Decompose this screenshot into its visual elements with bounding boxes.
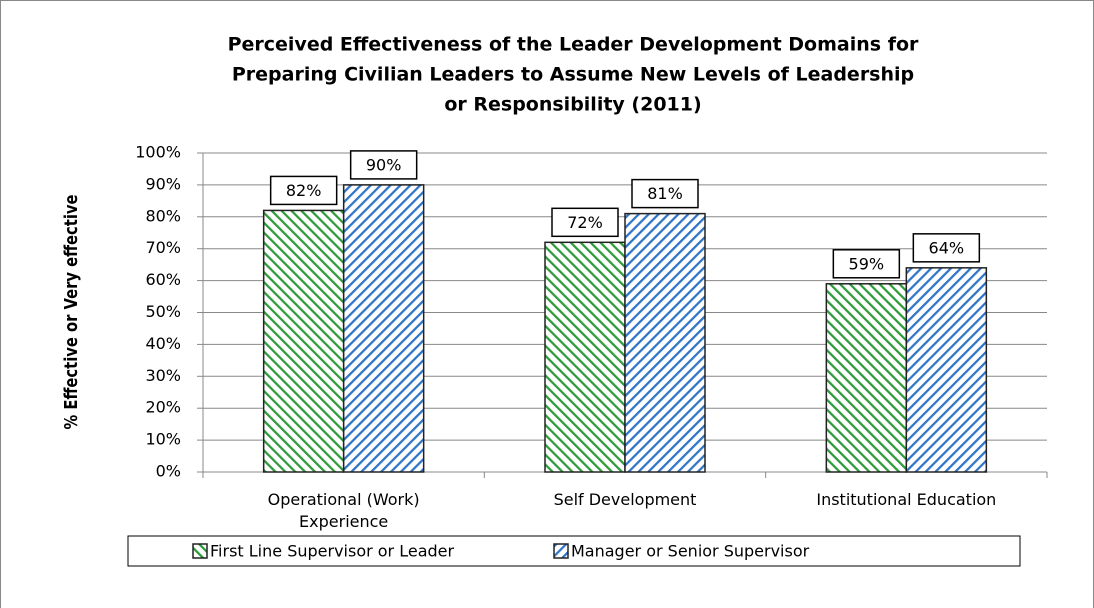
data-label: 59% (849, 254, 885, 273)
y-tick-label: 30% (145, 366, 181, 385)
y-tick-label: 10% (145, 430, 181, 449)
bar (544, 241, 626, 473)
bar (342, 184, 425, 473)
data-label-box (269, 175, 338, 206)
legend-swatch (192, 543, 208, 559)
bar (262, 209, 345, 473)
legend-box (127, 535, 1021, 567)
y-tick-label: 80% (145, 206, 181, 225)
chart-title: Preparing Civilian Leaders to Assume New… (232, 64, 914, 86)
y-tick-label: 20% (145, 398, 181, 417)
y-tick-label: 0% (156, 462, 181, 481)
y-tick-label: 90% (145, 174, 181, 193)
y-tick-label: 100% (135, 143, 181, 162)
data-label: 64% (929, 238, 965, 257)
y-tick-label: 50% (145, 302, 181, 321)
data-label-box (631, 178, 699, 209)
bar (905, 267, 988, 473)
legend-swatch (553, 543, 569, 559)
bar (825, 283, 908, 473)
data-label-box (912, 233, 981, 263)
legend-label: Manager or Senior Supervisor (571, 542, 810, 561)
data-label-box (832, 249, 901, 279)
data-label: 82% (286, 181, 322, 200)
data-label-box (349, 150, 418, 180)
y-tick-label: 70% (145, 238, 181, 257)
bar (624, 212, 706, 473)
legend-label: First Line Supervisor or Leader (210, 542, 455, 561)
y-axis-label: % Effective or Very effective (61, 195, 82, 430)
data-label-box (551, 207, 619, 238)
data-label: 90% (366, 155, 402, 174)
data-label: 81% (647, 184, 683, 203)
x-tick-label: Self Development (553, 490, 697, 509)
y-tick-label: 40% (145, 334, 181, 353)
y-tick-label: 60% (145, 270, 181, 289)
chart-title: or Responsibility (2011) (444, 94, 701, 116)
data-label: 72% (567, 213, 603, 232)
chart-title: Perceived Effectiveness of the Leader De… (228, 34, 919, 56)
x-tick-label: Institutional Education (816, 490, 997, 509)
x-tick-label: Operational (Work) Experience (267, 490, 420, 531)
